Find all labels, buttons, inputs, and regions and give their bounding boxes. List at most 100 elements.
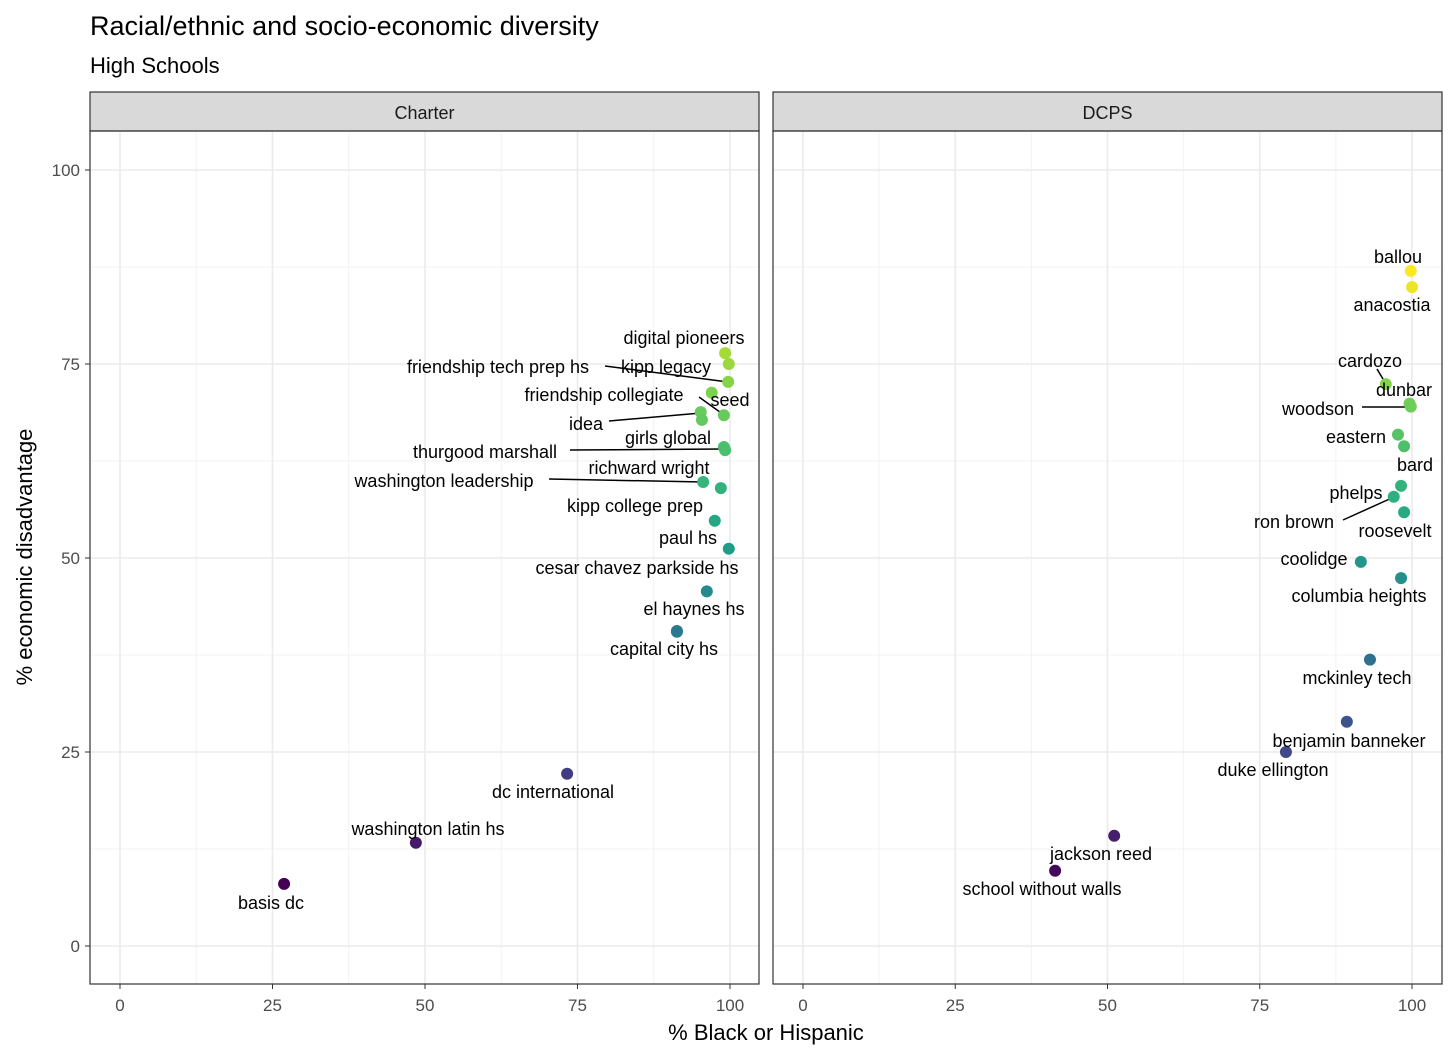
data-label: ron brown [1254, 512, 1334, 532]
data-label: jackson reed [1049, 844, 1152, 864]
data-label: el haynes hs [643, 599, 744, 619]
y-tick-label: 0 [71, 937, 80, 956]
y-tick-label: 50 [61, 549, 80, 568]
data-point [1406, 281, 1418, 294]
x-tick-label: 50 [416, 996, 435, 1015]
data-point [719, 347, 732, 360]
data-labels: digital pioneers kipp legacy friendship te… [238, 247, 1433, 913]
data-point [717, 409, 730, 422]
data-point [1354, 555, 1367, 568]
data-label: duke ellington [1217, 760, 1328, 780]
x-tick-label: 75 [568, 996, 587, 1015]
data-point [1108, 829, 1121, 842]
data-point [1404, 264, 1417, 277]
data-point [1279, 746, 1292, 758]
data-label: cesar chavez parkside hs [535, 558, 738, 578]
data-point [1340, 715, 1353, 728]
x-tick-label: 100 [716, 996, 744, 1015]
data-label: mckinley tech [1302, 668, 1411, 688]
data-point [695, 413, 708, 426]
data-label: friendship tech prep hs [407, 357, 589, 377]
plot-area: 0 25 50 75 100 0 25 50 75 100 Charter 0 25 50 75 100 DCP… [52, 91, 1443, 1015]
data-point [1398, 440, 1411, 453]
data-point [1387, 490, 1400, 503]
data-label: kipp legacy [621, 357, 711, 377]
data-points [278, 264, 1418, 890]
data-point [722, 375, 735, 388]
data-label: ballou [1374, 247, 1422, 267]
label-segment [548, 478, 704, 483]
data-label: phelps [1329, 483, 1382, 503]
x-tick-label: 75 [1250, 996, 1269, 1015]
label-segment [604, 365, 729, 383]
data-point [697, 475, 710, 488]
label-segments [548, 365, 1410, 521]
data-label: capital city hs [610, 639, 718, 659]
facet-strip-label: Charter [394, 103, 454, 123]
data-label: friendship collegiate [524, 385, 683, 405]
data-point [1404, 400, 1417, 413]
chart-subtitle: High Schools [90, 53, 220, 78]
label-segment [1342, 496, 1395, 521]
data-label: roosevelt [1358, 521, 1431, 541]
panel-border [772, 130, 1443, 985]
data-label: dc international [492, 782, 614, 802]
data-point [278, 877, 291, 890]
data-point [719, 444, 732, 457]
x-tick-label: 25 [263, 996, 282, 1015]
data-label: kipp college prep [567, 496, 703, 516]
data-label: girls global [625, 428, 711, 448]
facet-strip [772, 91, 1443, 132]
data-label: richward wright [588, 458, 709, 478]
data-point [722, 542, 735, 555]
data-point [705, 386, 718, 399]
y-tick-label: 100 [52, 161, 80, 180]
data-point [1049, 864, 1062, 877]
data-point [1379, 378, 1392, 391]
data-label: anacostia [1353, 295, 1431, 315]
data-point [670, 625, 683, 638]
x-axis-title: % Black or Hispanic [668, 1020, 864, 1045]
data-label: seed [710, 390, 749, 410]
data-label: dunbar [1376, 380, 1432, 400]
data-label: idea [569, 414, 604, 434]
data-point [1391, 428, 1404, 441]
x-tick-label: 0 [798, 996, 807, 1015]
data-point [700, 585, 713, 598]
data-point [1395, 572, 1408, 585]
data-label: columbia heights [1291, 586, 1426, 606]
data-label: digital pioneers [623, 328, 744, 348]
data-label: benjamin banneker [1272, 731, 1425, 751]
panel-border [89, 130, 760, 985]
y-tick-label: 75 [61, 355, 80, 374]
data-label: bard [1397, 455, 1433, 475]
data-point [561, 767, 574, 780]
x-tick-label: 25 [946, 996, 965, 1015]
data-label: cardozo [1338, 351, 1402, 371]
facet-strip [89, 91, 760, 132]
data-label: washington leadership [353, 471, 533, 491]
data-point [409, 836, 422, 849]
data-point [1395, 479, 1408, 492]
data-point [708, 514, 721, 527]
x-tick-label: 100 [1398, 996, 1426, 1015]
data-label: eastern [1326, 427, 1386, 447]
data-point [722, 358, 735, 370]
data-point [1398, 506, 1411, 519]
data-label: paul hs [659, 528, 717, 548]
data-label: woodson [1281, 399, 1354, 419]
x-tick-label: 0 [115, 996, 124, 1015]
data-label: basis dc [238, 893, 304, 913]
x-tick-label: 50 [1098, 996, 1117, 1015]
data-label: thurgood marshall [413, 442, 557, 462]
label-segment [569, 448, 725, 451]
data-point [714, 482, 727, 495]
data-label: school without walls [962, 879, 1121, 899]
y-tick-label: 25 [61, 743, 80, 762]
chart-title: Racial/ethnic and socio-economic diversi… [90, 11, 599, 41]
facet-strip-label: DCPS [1082, 103, 1132, 123]
data-label: washington latin hs [350, 819, 504, 839]
y-axis-title: % economic disadvantage [12, 429, 37, 686]
data-point [1363, 653, 1376, 666]
